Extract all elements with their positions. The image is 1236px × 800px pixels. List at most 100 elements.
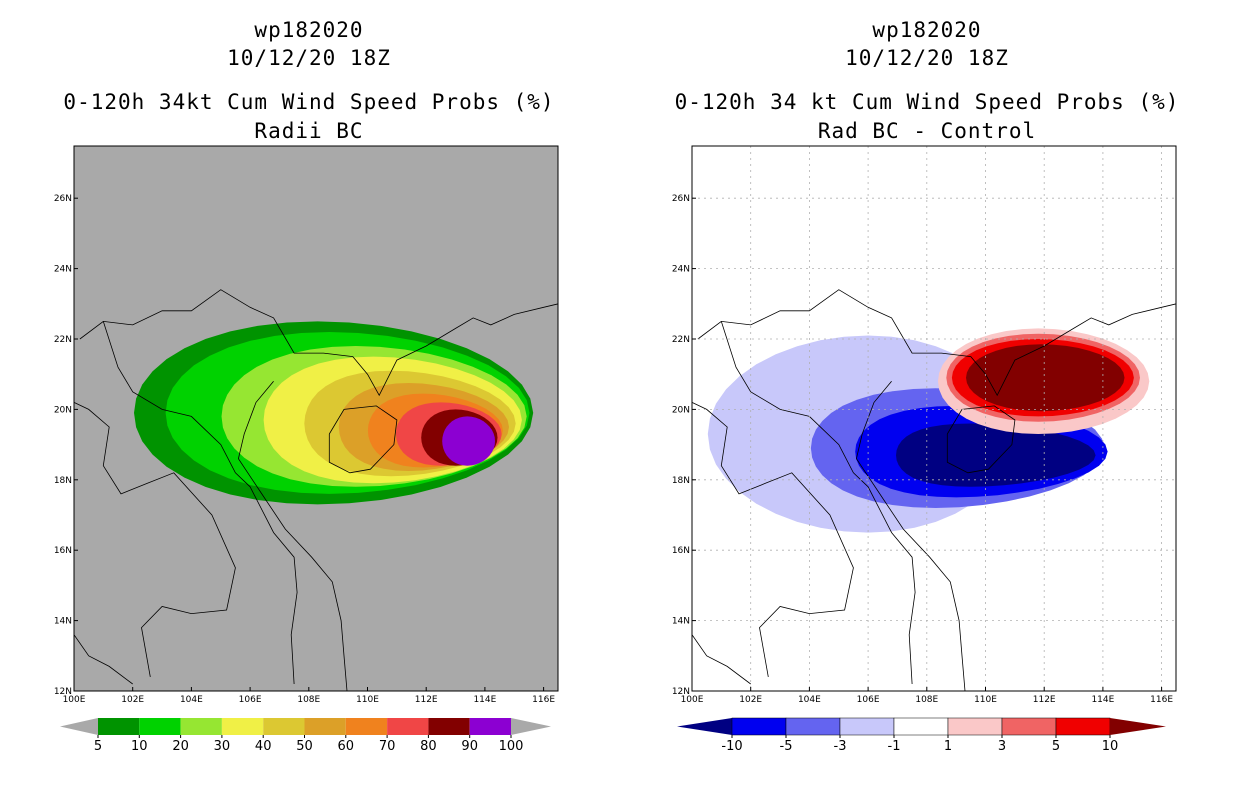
lat-tick-label: 26N [54, 194, 72, 204]
lat-tick-label: 18N [672, 476, 690, 486]
lon-tick-label: 104E [798, 695, 821, 705]
lat-tick-label: 14N [672, 617, 690, 627]
lon-tick-label: 100E [681, 695, 704, 705]
colorbar-swatch [428, 718, 470, 735]
colorbar: -10 -5 -3 -1 1 3 5 10 [677, 717, 1166, 754]
coastline-4 [691, 402, 854, 677]
colorbar-swatch [839, 717, 895, 736]
colorbar-swatch [1055, 717, 1111, 736]
lon-tick-label: 102E [739, 695, 762, 705]
plot-frame [73, 145, 559, 692]
lon-tick-label: 116E [532, 695, 555, 705]
colorbar-swatch [139, 718, 181, 735]
colorbar-swatch [1001, 717, 1057, 736]
lat-tick-label: 20N [672, 405, 690, 415]
lon-tick-label: 102E [121, 695, 144, 705]
colorbar-swatch [731, 717, 787, 736]
lon-tick-label: 114E [1091, 695, 1114, 705]
lat-tick-label: 26N [672, 194, 690, 204]
lon-tick-label: 106E [857, 695, 880, 705]
colorbar-label: -10 [721, 739, 742, 754]
colorbar-label: 1 [944, 739, 952, 754]
colorbar-swatch [893, 717, 949, 736]
coastlines [691, 289, 1177, 692]
colorbar-under-arrow [677, 718, 732, 735]
colorbar-label: 10 [131, 739, 148, 754]
lon-tick-label: 104E [180, 695, 203, 705]
right-subtitle: Rad BC - Control [817, 119, 1037, 143]
lon-tick-label: 114E [473, 695, 496, 705]
colorbar-label: 50 [296, 739, 313, 754]
left-storm-id: wp182020 [254, 18, 364, 42]
colorbar-label: 70 [379, 739, 396, 754]
probability-contours [134, 321, 534, 505]
left-panel: wp182020 10/12/20 18Z 0-120h 34kt Cum Wi… [54, 18, 559, 754]
colorbar: 5 10 20 30 40 50 60 70 80 90 100 [60, 718, 551, 754]
colorbar-label: 3 [998, 739, 1006, 754]
lon-tick-label: 108E [297, 695, 320, 705]
colorbar-label: 90 [461, 739, 478, 754]
left-product-title: 0-120h 34kt Cum Wind Speed Probs (%) [63, 90, 555, 114]
right-difference-map: 100E 102E 104E 106E 108E 110E 112E 114E 116E 12N 1… [672, 145, 1177, 754]
coastline-5 [73, 634, 133, 685]
colorbar-swatch [221, 718, 264, 735]
colorbar-label: 40 [255, 739, 272, 754]
coastline-3 [720, 321, 916, 685]
colorbar-swatch [180, 718, 222, 735]
left-probability-map: 100E 102E 104E 106E 108E 110E 112E 114E 116E 12N 1… [54, 145, 559, 754]
coastline-3 [102, 321, 298, 685]
lon-tick-label: 110E [974, 695, 997, 705]
colorbar-swatch [98, 718, 140, 735]
lat-tick-label: 22N [54, 335, 72, 345]
lon-tick-label: 100E [63, 695, 86, 705]
colorbar-over-arrow [511, 718, 551, 735]
coastline-5 [691, 634, 751, 685]
lon-tick-label: 112E [415, 695, 438, 705]
colorbar-label: 5 [1052, 739, 1060, 754]
left-subtitle: Radii BC [254, 119, 364, 143]
colorbar-label: 100 [499, 739, 524, 754]
plot-frame [691, 145, 1177, 692]
coastline-1 [855, 380, 966, 692]
lon-tick-label: 110E [356, 695, 379, 705]
colorbar-swatch [304, 718, 346, 735]
coastlines [73, 289, 559, 692]
right-date: 10/12/20 18Z [845, 46, 1009, 70]
coastline-0 [697, 289, 1177, 397]
lat-tick-label: 18N [54, 476, 72, 486]
gridlines [692, 146, 1176, 691]
colorbar-swatch [345, 718, 388, 735]
lat-tick-label: 14N [54, 617, 72, 627]
coastline-2 [946, 405, 1016, 474]
colorbar-label: -5 [780, 739, 793, 754]
right-storm-id: wp182020 [872, 18, 982, 42]
lat-tick-label: 24N [672, 265, 690, 275]
lat-tick-label: 20N [54, 405, 72, 415]
lat-tick-label: 16N [672, 546, 690, 556]
lat-tick-label: 16N [54, 546, 72, 556]
colorbar-label: 5 [94, 739, 102, 754]
colorbar-swatch [469, 718, 511, 735]
lat-tick-label: 12N [54, 687, 72, 697]
lon-tick-label: 108E [915, 695, 938, 705]
lat-tick-label: 22N [672, 335, 690, 345]
coastline-2 [328, 405, 398, 474]
diff-contour-pos10 [966, 344, 1125, 412]
colorbar-label: -3 [834, 739, 847, 754]
colorbar-label: 20 [172, 739, 189, 754]
colorbar-under-arrow [60, 718, 98, 735]
right-product-title: 0-120h 34 kt Cum Wind Speed Probs (%) [674, 90, 1180, 114]
colorbar-label: 30 [214, 739, 231, 754]
colorbar-label: -1 [888, 739, 901, 754]
colorbar-label: 80 [420, 739, 437, 754]
lon-tick-label: 106E [239, 695, 262, 705]
diff-contour-neg10 [896, 423, 1096, 487]
axis-ticks: 100E 102E 104E 106E 108E 110E 112E 114E 116E 12N 1… [54, 194, 556, 705]
coastline-1 [237, 380, 348, 692]
lon-tick-label: 112E [1033, 695, 1056, 705]
colorbar-swatch [785, 717, 841, 736]
lon-tick-label: 116E [1150, 695, 1173, 705]
colorbar-swatch [387, 718, 429, 735]
colorbar-swatch [947, 717, 1003, 736]
coastline-0 [79, 289, 559, 397]
